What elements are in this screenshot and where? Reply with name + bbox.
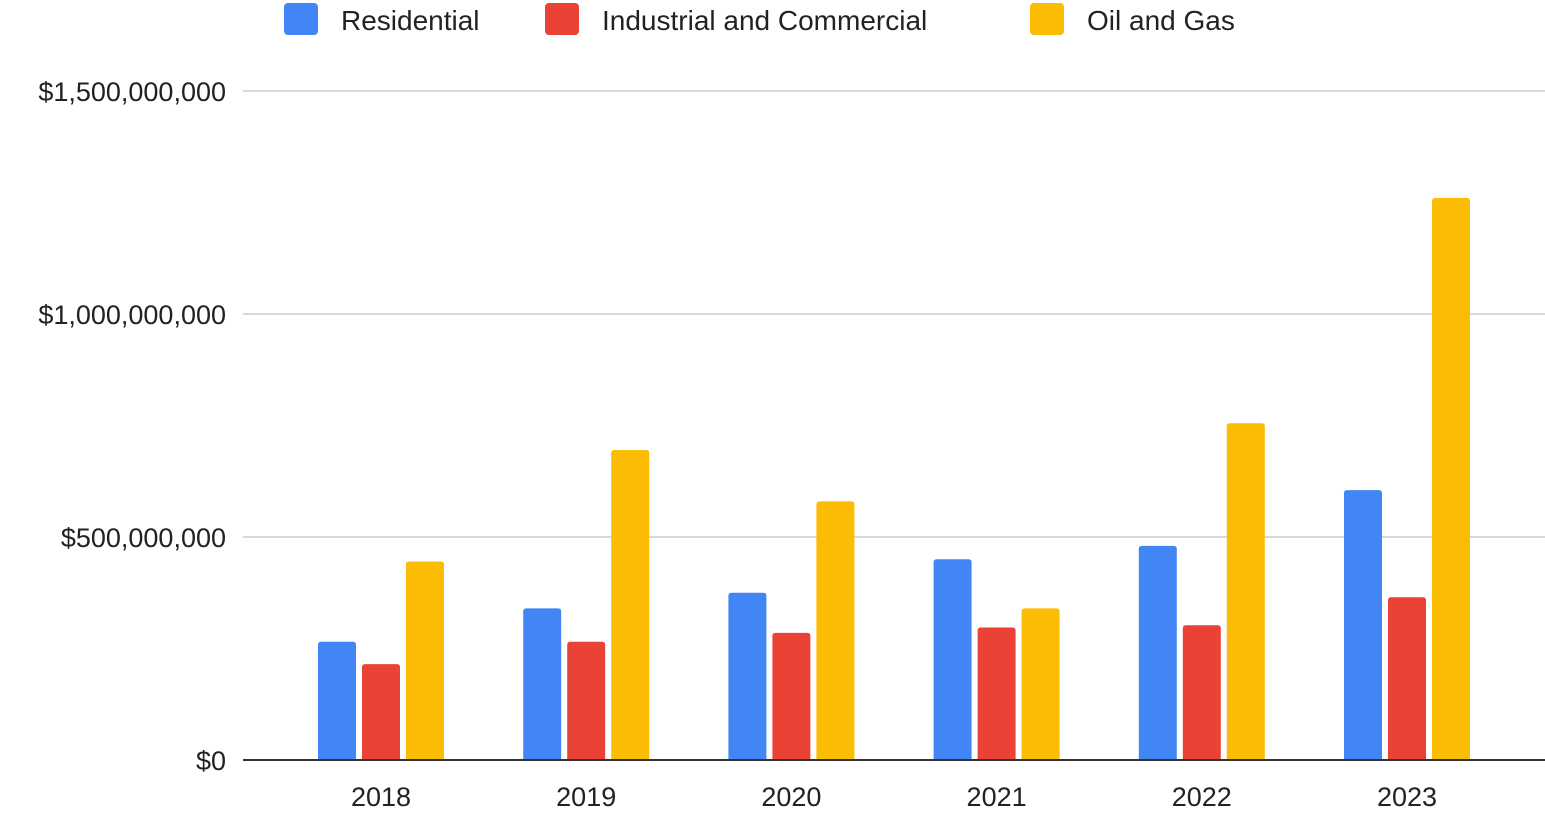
bar-oil-and-gas-2023 (1432, 198, 1470, 761)
bar-oil-and-gas-2019 (611, 450, 650, 760)
x-tick-label: 2020 (761, 782, 821, 812)
y-tick-label: $0 (196, 746, 226, 776)
y-tick-label: $1,000,000,000 (38, 300, 226, 330)
bar-oil-and-gas-2021 (1021, 608, 1060, 760)
bar-residential-2020 (728, 592, 767, 760)
y-axis-labels: $0 $500,000,000 $1,000,000,000 $1,500,000,0… (38, 77, 226, 776)
bar-industrial-and-commercial-2020 (772, 632, 811, 760)
bars (318, 198, 1470, 761)
legend-swatch-residential (284, 3, 318, 35)
bar-oil-and-gas-2020 (816, 501, 855, 760)
bar-oil-and-gas-2018 (406, 561, 444, 760)
bar-industrial-and-commercial-2021 (977, 627, 1016, 760)
legend-label-industrial-and-commercial: Industrial and Commercial (602, 5, 927, 36)
bar-residential-2023 (1344, 490, 1382, 760)
bar-industrial-and-commercial-2018 (362, 664, 400, 760)
bar-industrial-and-commercial-2022 (1182, 625, 1221, 760)
bar-residential-2021 (933, 559, 972, 760)
bar-industrial-and-commercial-2023 (1388, 597, 1426, 760)
y-tick-label: $1,500,000,000 (38, 77, 226, 107)
bar-residential-2019 (523, 608, 562, 760)
x-tick-label: 2022 (1172, 782, 1232, 812)
bar-oil-and-gas-2022 (1226, 423, 1265, 760)
legend-swatch-oil-and-gas (1030, 3, 1064, 35)
gridlines (243, 90, 1545, 538)
x-tick-label: 2023 (1377, 782, 1437, 812)
legend-label-oil-and-gas: Oil and Gas (1087, 5, 1235, 36)
x-tick-label: 2019 (556, 782, 616, 812)
legend-label-residential: Residential (341, 5, 480, 36)
x-tick-label: 2018 (351, 782, 411, 812)
bar-residential-2022 (1138, 545, 1177, 760)
x-axis-labels: 2018 2019 2020 2021 2022 2023 (351, 782, 1437, 812)
x-tick-label: 2021 (967, 782, 1027, 812)
legend: Residential Industrial and Commercial Oil … (284, 3, 1235, 36)
bar-industrial-and-commercial-2019 (567, 641, 606, 760)
bar-residential-2018 (318, 641, 356, 760)
y-tick-label: $500,000,000 (61, 523, 226, 553)
legend-swatch-industrial-and-commercial (545, 3, 579, 35)
